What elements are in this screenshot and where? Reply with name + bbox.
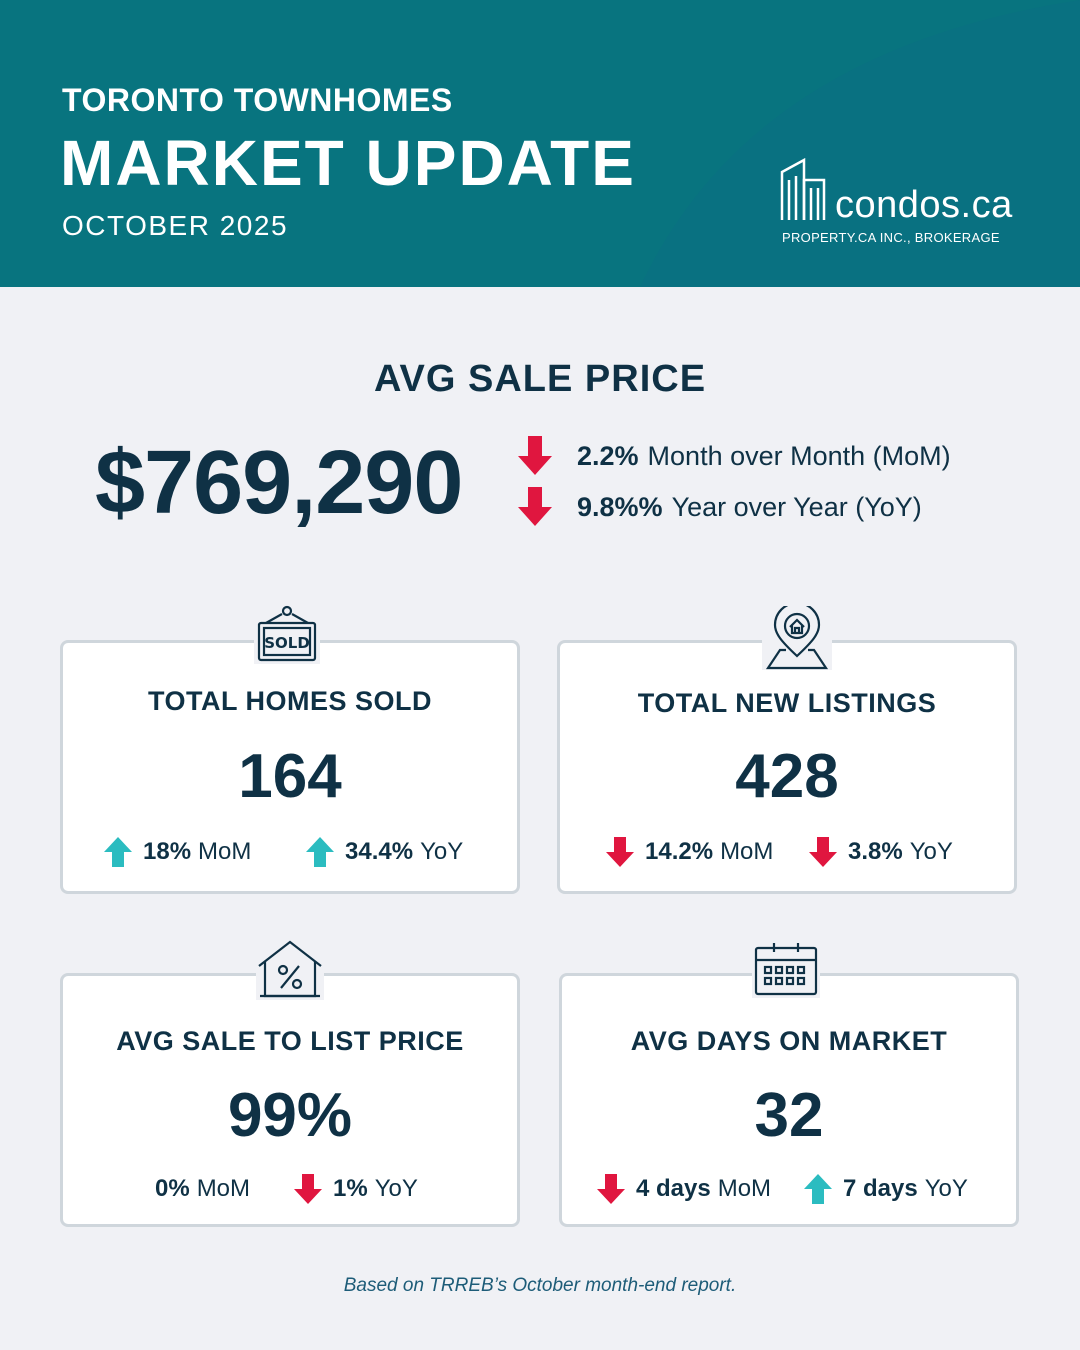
up-arrow-icon bbox=[104, 837, 132, 867]
up-arrow-icon bbox=[306, 837, 334, 867]
homes-sold-yoy-stat: 34.4% YoY bbox=[305, 834, 463, 870]
card-avg-sale-to-list-price: AVG SALE TO LIST PRICE 99% 0% MoM 1% YoY bbox=[60, 973, 520, 1227]
stat-label: MoM bbox=[198, 838, 252, 865]
buildings-icon bbox=[780, 158, 826, 220]
svg-text:SOLD: SOLD bbox=[264, 634, 310, 652]
card-title: TOTAL HOMES SOLD bbox=[147, 686, 432, 716]
down-arrow-icon bbox=[597, 1174, 625, 1204]
avg-price-mom-change: 2.2% Month over Month (MoM) bbox=[517, 436, 951, 476]
avg-price-mom-value: 2.2% bbox=[577, 440, 639, 471]
stat-value: 4 days bbox=[636, 1175, 711, 1202]
sale-to-list-mom-stat: 0% MoM bbox=[155, 1171, 250, 1207]
new-listings-yoy-stat: 3.8% YoY bbox=[808, 834, 953, 870]
card-total-homes-sold: TOTAL HOMES SOLD 164 18% MoM 34.4% YoY bbox=[60, 640, 520, 894]
new-listings-mom-stat: 14.2% MoM bbox=[605, 834, 773, 870]
sale-to-list-yoy-stat: 1% YoY bbox=[293, 1171, 418, 1207]
avg-price-mom-label: Month over Month (MoM) bbox=[647, 440, 951, 471]
house-percent-icon bbox=[256, 940, 324, 1000]
card-value: 164 bbox=[238, 742, 342, 811]
logo-tagline: PROPERTY.CA INC., BROKERAGE bbox=[782, 230, 1000, 245]
down-arrow-icon bbox=[809, 837, 837, 867]
report-subtitle: TORONTO TOWNHOMES bbox=[62, 82, 453, 118]
down-arrow-icon bbox=[606, 837, 634, 867]
down-arrow-icon bbox=[294, 1174, 322, 1204]
card-value: 428 bbox=[735, 742, 839, 811]
footnote: Based on TRREB’s October month-end repor… bbox=[343, 1275, 737, 1296]
card-avg-days-on-market: AVG DAYS ON MARKET 32 4 days MoM 7 days … bbox=[559, 973, 1019, 1227]
avg-sale-price-heading: AVG SALE PRICE bbox=[373, 358, 707, 400]
report-period: OCTOBER 2025 bbox=[62, 210, 289, 241]
stat-value: 7 days bbox=[843, 1175, 918, 1202]
calendar-icon bbox=[752, 940, 820, 998]
avg-price-yoy-value: 9.8%% bbox=[577, 491, 663, 522]
days-on-market-mom-stat: 4 days MoM bbox=[596, 1171, 771, 1207]
header-swoosh-decoration bbox=[640, 0, 1080, 287]
homes-sold-mom-stat: 18% MoM bbox=[103, 834, 251, 870]
stat-label: MoM bbox=[717, 1175, 772, 1202]
days-on-market-yoy-stat: 7 days YoY bbox=[803, 1171, 968, 1207]
down-arrow-icon bbox=[518, 436, 552, 475]
card-title: AVG SALE TO LIST PRICE bbox=[116, 1026, 464, 1056]
card-value: 99% bbox=[227, 1081, 353, 1150]
avg-sale-price-value: $769,290 bbox=[95, 433, 463, 533]
stat-value: 3.8% bbox=[848, 838, 903, 865]
stat-label: MoM bbox=[196, 1175, 251, 1202]
stat-value: 1% bbox=[333, 1175, 368, 1202]
card-value: 32 bbox=[754, 1081, 824, 1150]
logo-wordmark: condos.ca bbox=[835, 184, 1013, 226]
avg-price-yoy-change: 9.8%% Year over Year (YoY) bbox=[517, 487, 922, 527]
location-pin-house-icon bbox=[762, 606, 832, 670]
stat-label: YoY bbox=[374, 1175, 418, 1202]
stat-label: YoY bbox=[924, 1175, 968, 1202]
stat-value: 14.2% bbox=[645, 838, 714, 865]
stat-value: 0% bbox=[155, 1175, 190, 1202]
card-title: AVG DAYS ON MARKET bbox=[630, 1026, 948, 1056]
brand-logo[interactable]: condos.ca PROPERTY.CA INC., BROKERAGE bbox=[780, 158, 1040, 248]
header-banner: TORONTO TOWNHOMES MARKET UPDATE OCTOBER … bbox=[0, 0, 1080, 287]
sold-sign-icon: SOLD bbox=[254, 604, 320, 664]
stat-label: YoY bbox=[420, 838, 464, 865]
down-arrow-icon bbox=[518, 487, 552, 526]
stat-label: YoY bbox=[909, 838, 953, 865]
stat-value: 18% bbox=[143, 838, 192, 865]
card-total-new-listings: TOTAL NEW LISTINGS 428 14.2% MoM 3.8% Yo… bbox=[557, 640, 1017, 894]
stat-label: MoM bbox=[720, 838, 774, 865]
card-title: TOTAL NEW LISTINGS bbox=[637, 688, 937, 718]
stat-value: 34.4% bbox=[345, 838, 414, 865]
up-arrow-icon bbox=[804, 1174, 832, 1204]
avg-price-yoy-label: Year over Year (YoY) bbox=[671, 491, 922, 522]
report-title: MARKET UPDATE bbox=[60, 127, 636, 199]
